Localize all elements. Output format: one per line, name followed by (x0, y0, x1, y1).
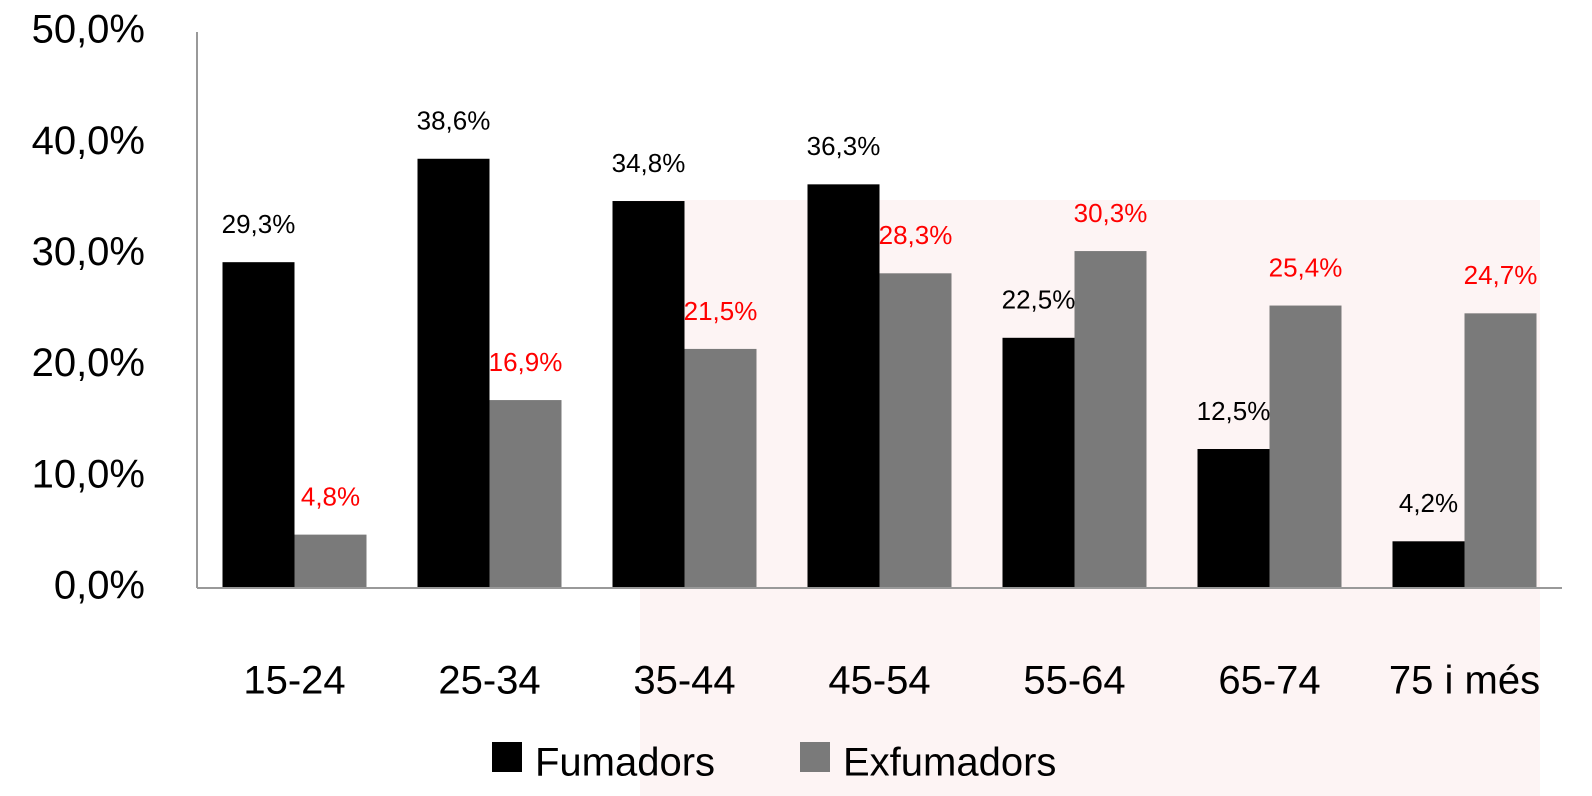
x-tick-label: 45-54 (828, 659, 930, 703)
bar (1002, 337, 1075, 588)
bar (417, 158, 490, 588)
bar (684, 348, 757, 588)
bar (1269, 305, 1342, 588)
bar (1197, 449, 1270, 588)
y-tick-label: 20,0% (32, 341, 145, 385)
data-label: 4,2% (1399, 488, 1458, 518)
data-label: 25,4% (1269, 252, 1343, 282)
legend-swatch (800, 742, 830, 772)
data-label: 36,3% (807, 131, 881, 161)
x-tick-label: 35-44 (633, 659, 735, 703)
bar (612, 201, 685, 589)
bar (1392, 541, 1465, 588)
bar (1464, 313, 1537, 588)
bar (1074, 251, 1147, 588)
bar (489, 400, 562, 588)
bar (222, 262, 295, 588)
legend-label: Fumadors (535, 741, 715, 785)
data-label: 29,3% (222, 209, 296, 239)
bar (294, 534, 367, 588)
data-label: 24,7% (1464, 260, 1538, 290)
data-label: 34,8% (612, 148, 686, 178)
x-tick-label: 65-74 (1218, 659, 1320, 703)
y-tick-label: 30,0% (32, 230, 145, 274)
data-label: 21,5% (684, 296, 758, 326)
data-label: 4,8% (301, 481, 360, 511)
data-label: 38,6% (417, 106, 491, 136)
y-tick-label: 40,0% (32, 119, 145, 163)
data-label: 12,5% (1197, 396, 1271, 426)
x-tick-label: 75 i més (1389, 659, 1540, 703)
x-tick-label: 25-34 (438, 659, 540, 703)
bar (879, 273, 952, 588)
bar (807, 184, 880, 588)
data-label: 28,3% (879, 220, 953, 250)
data-label: 30,3% (1074, 198, 1148, 228)
x-tick-label: 55-64 (1023, 659, 1125, 703)
data-label: 16,9% (489, 347, 563, 377)
y-tick-label: 50,0% (32, 8, 145, 52)
x-tick-label: 15-24 (243, 659, 345, 703)
data-label: 22,5% (1002, 285, 1076, 315)
y-tick-label: 0,0% (54, 564, 145, 608)
y-tick-label: 10,0% (32, 452, 145, 496)
legend-label: Exfumadors (843, 741, 1056, 785)
legend-swatch (492, 742, 522, 772)
